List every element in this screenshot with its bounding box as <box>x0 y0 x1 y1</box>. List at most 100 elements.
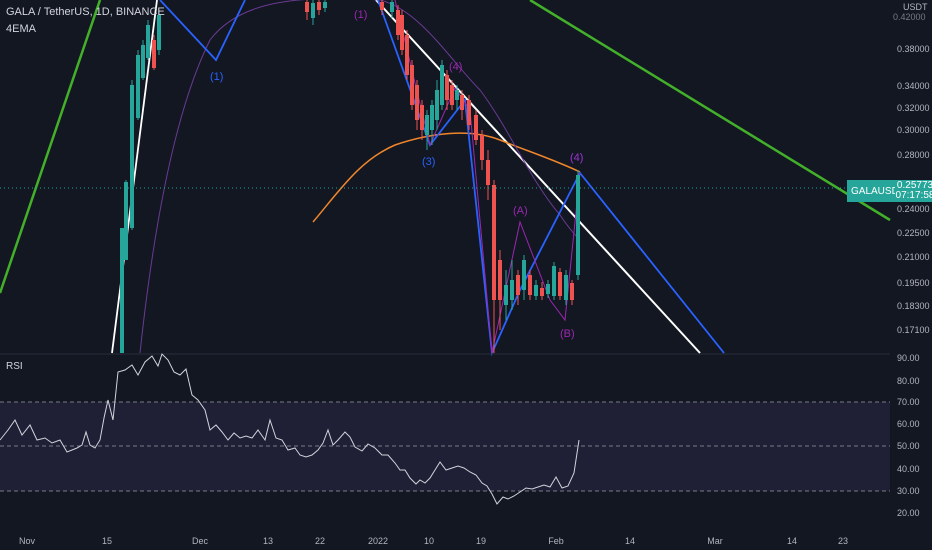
time-tick-label: 14 <box>625 536 635 546</box>
candle-body <box>564 275 568 300</box>
candle-body <box>415 85 419 120</box>
time-tick-label: 22 <box>315 536 325 546</box>
time-tick-label: Nov <box>19 536 36 546</box>
candle-body <box>396 10 400 35</box>
candle-body <box>124 182 128 260</box>
candle-body <box>146 25 150 58</box>
rsi-tick-label: 30.00 <box>897 486 920 496</box>
last-price-value: 0.25773 <box>896 180 932 191</box>
price-tick-label: 0.19500 <box>897 278 930 288</box>
price-axis[interactable]: 0.38000 0.34000 0.32000 0.30000 0.28000 0.240… <box>897 44 930 335</box>
candle-body <box>510 280 514 300</box>
candle-body <box>474 115 478 140</box>
price-pane: (1) (1) (4) (3) (A) (B) (4) (4) <box>0 0 891 357</box>
wave-label-purple-a: (A) <box>513 205 528 217</box>
indicator-label[interactable]: 4EMA <box>6 23 36 35</box>
price-tick-label: 0.30000 <box>897 125 930 135</box>
time-tick-label: Dec <box>192 536 209 546</box>
price-tick-label: 0.22500 <box>897 228 930 238</box>
candle-body <box>522 260 526 290</box>
wave-label-blue-1: (1) <box>210 71 223 83</box>
candle-body <box>120 228 124 353</box>
rsi-tick-label: 40.00 <box>897 464 920 474</box>
rsi-tick-label: 90.00 <box>897 353 920 363</box>
candle-body <box>540 288 544 296</box>
ema-line <box>312 132 581 223</box>
rsi-tick-label: 50.00 <box>897 441 920 451</box>
time-tick-label: 23 <box>838 536 848 546</box>
candle-body <box>534 285 538 296</box>
candle-body <box>305 2 309 12</box>
symbol-title[interactable]: GALA / TetherUS, 1D, BINANCE <box>6 6 165 18</box>
candle-body <box>141 45 145 78</box>
candle-body <box>486 160 490 185</box>
last-price-tag: 0.25773 07:17:58 <box>895 180 932 202</box>
rsi-tick-label: 70.00 <box>897 397 920 407</box>
time-tick-label: 2022 <box>368 536 388 546</box>
trendline-green-right[interactable] <box>529 0 891 222</box>
rsi-line <box>0 353 580 505</box>
time-tick-label: 10 <box>424 536 434 546</box>
time-tick-label: 19 <box>476 536 486 546</box>
time-axis[interactable]: Nov 15 Dec 13 22 2022 10 19 Feb 14 Mar 14 23 <box>19 536 848 546</box>
candle-body <box>400 15 404 50</box>
impulse-line-white <box>111 0 158 354</box>
candle-body <box>311 3 315 18</box>
candle-body <box>480 135 484 160</box>
candle-body <box>380 2 384 10</box>
price-tick-label: 0.38000 <box>897 44 930 54</box>
wave-label-purple-1: (1) <box>354 9 367 21</box>
candle-body <box>504 285 508 305</box>
candle-body <box>455 90 459 100</box>
rsi-axis[interactable]: 90.00 80.00 70.00 60.00 50.00 40.00 30.00 20.00 <box>897 353 920 518</box>
wave-label-purple-4: (4) <box>449 61 462 73</box>
time-tick-label: 14 <box>787 536 797 546</box>
price-tick-label: 0.34000 <box>897 81 930 91</box>
candle-body <box>390 2 394 12</box>
rsi-tick-label: 20.00 <box>897 508 920 518</box>
wave-blue-2[interactable] <box>377 0 725 357</box>
wave-label-blue-3: (3) <box>422 156 435 168</box>
price-tick-label: 0.21000 <box>897 252 930 262</box>
currency-box: USDT 0.42000 <box>893 2 928 22</box>
candle-body <box>440 65 444 105</box>
rsi-label[interactable]: RSI <box>6 361 23 372</box>
symbol-price-tag: GALAUSDT <box>847 180 905 202</box>
countdown-value: 07:17:58 <box>895 190 932 201</box>
candle-body <box>528 275 532 295</box>
top-price-partial: 0.42000 <box>893 12 926 22</box>
time-tick-label: 13 <box>263 536 273 546</box>
candle-body <box>552 266 556 296</box>
time-tick-label: Mar <box>707 536 723 546</box>
candle-body <box>136 55 140 118</box>
candle-body <box>450 85 454 105</box>
candle-body <box>498 260 502 300</box>
price-tick-label: 0.18300 <box>897 301 930 311</box>
candle-body <box>445 75 449 100</box>
candle-body <box>516 275 520 295</box>
candle-body <box>425 115 429 135</box>
candle-body <box>420 105 424 130</box>
rsi-pane <box>0 353 890 505</box>
candle-body <box>570 283 574 300</box>
wave-purple[interactable] <box>394 0 581 354</box>
candle-body <box>317 2 321 10</box>
candle-body <box>130 85 134 228</box>
trendline-green-left[interactable] <box>0 0 102 294</box>
price-tick-label: 0.24000 <box>897 204 930 214</box>
time-tick-label: 15 <box>102 536 112 546</box>
ma-line-purple <box>139 0 581 354</box>
candles <box>120 0 580 353</box>
time-tick-label: Feb <box>548 536 564 546</box>
wave-blue[interactable] <box>159 0 246 62</box>
rsi-tick-label: 60.00 <box>897 419 920 429</box>
trendline-white[interactable] <box>375 0 701 354</box>
wave-label-purple-4b: (4) <box>570 152 583 164</box>
candle-body <box>152 40 156 68</box>
candle-body <box>323 2 327 8</box>
candle-body <box>492 185 496 300</box>
candle-body <box>546 284 550 294</box>
candle-body <box>435 90 439 120</box>
candle-body <box>405 35 409 75</box>
